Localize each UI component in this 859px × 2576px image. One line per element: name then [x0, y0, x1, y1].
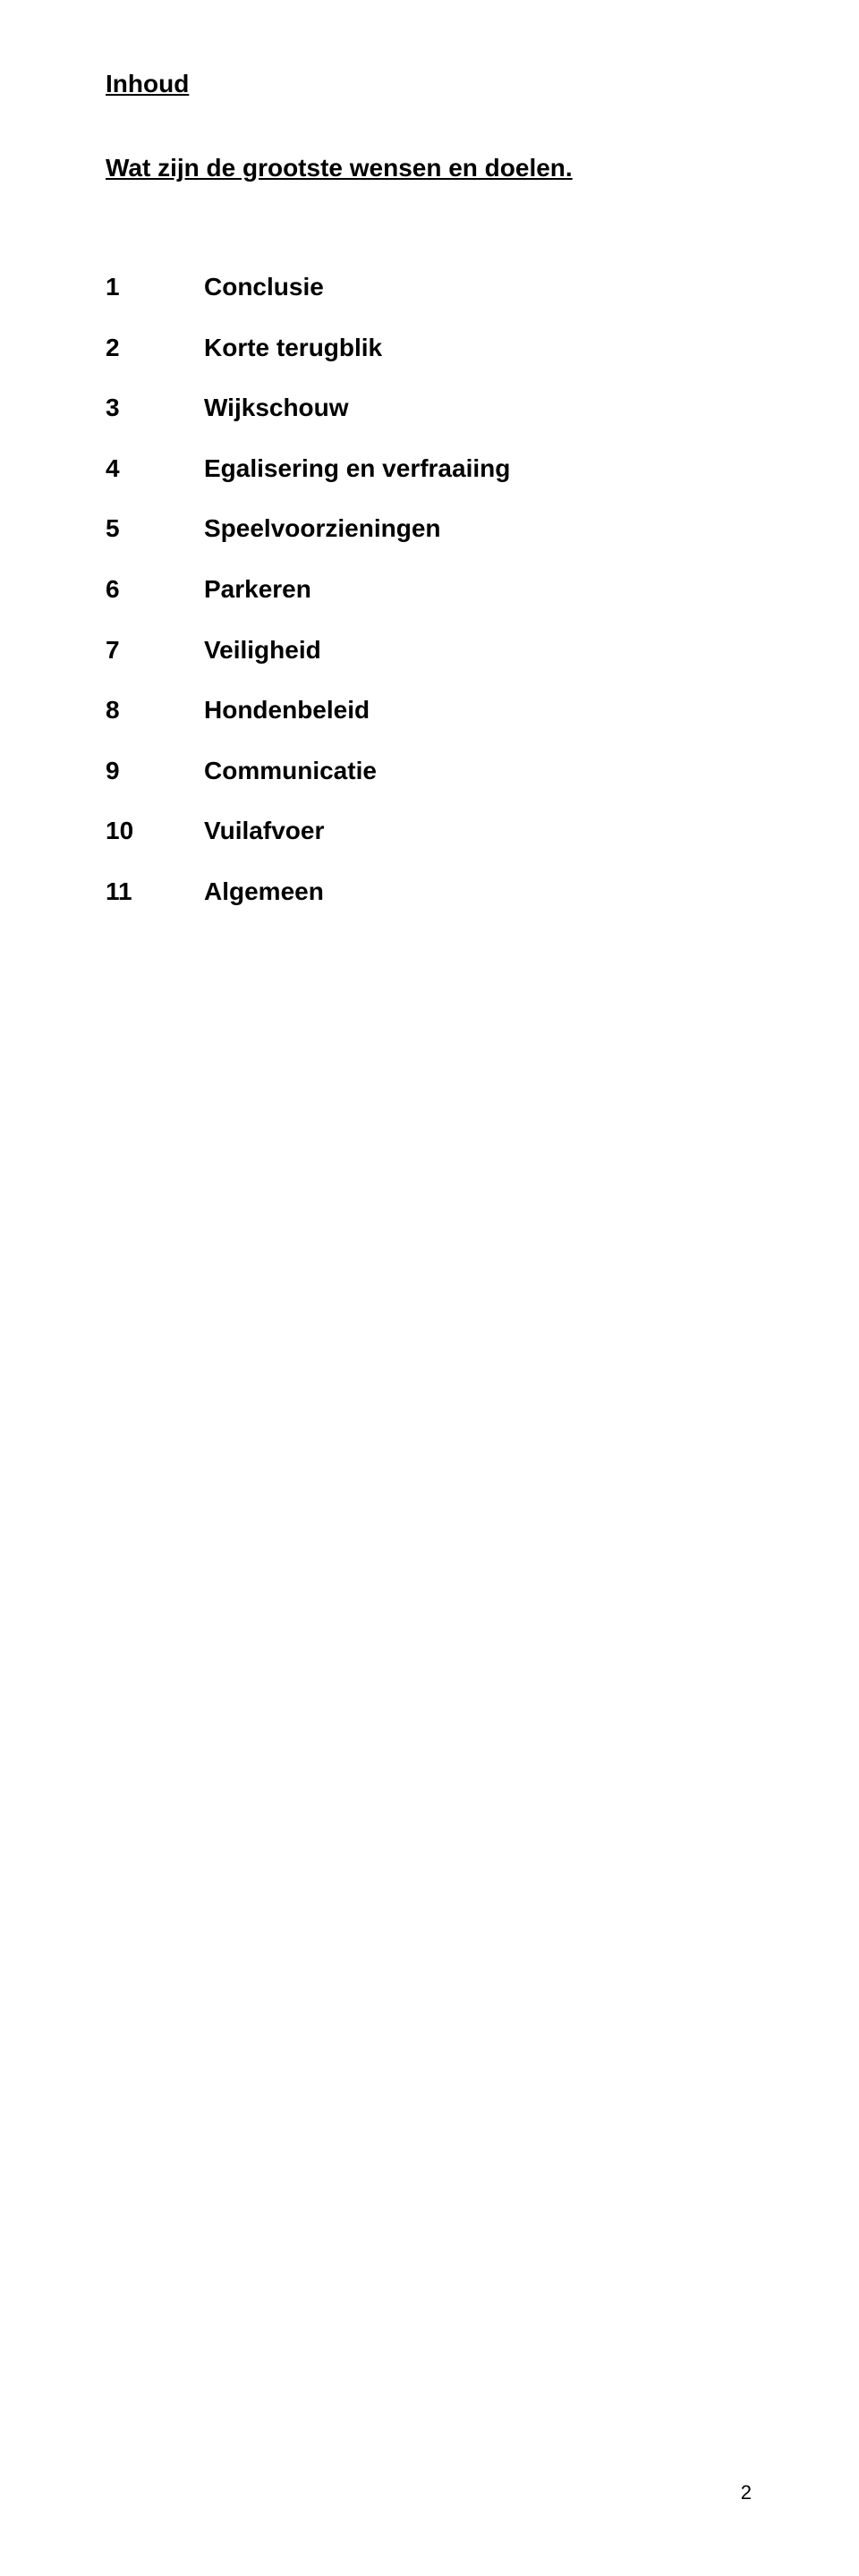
toc-item-label: Communicatie — [204, 756, 753, 786]
toc-item-number: 10 — [106, 816, 204, 846]
toc-item-label: Speelvoorzieningen — [204, 513, 753, 544]
toc-item-number: 8 — [106, 695, 204, 725]
toc-item-number: 9 — [106, 756, 204, 786]
toc-item: 8Hondenbeleid — [106, 695, 753, 725]
toc-item-label: Korte terugblik — [204, 333, 753, 363]
toc-item: 7Veiligheid — [106, 635, 753, 665]
toc-item: 6Parkeren — [106, 574, 753, 605]
toc-item-label: Hondenbeleid — [204, 695, 753, 725]
toc-item-number: 6 — [106, 574, 204, 605]
toc-item-label: Wijkschouw — [204, 393, 753, 423]
toc-item-label: Vuilafvoer — [204, 816, 753, 846]
page-subtitle: Wat zijn de grootste wensen en doelen. — [106, 154, 753, 182]
toc-item-label: Parkeren — [204, 574, 753, 605]
toc-item: 1Conclusie — [106, 272, 753, 302]
toc-list: 1Conclusie2Korte terugblik3Wijkschouw4Eg… — [106, 272, 753, 907]
toc-item: 9Communicatie — [106, 756, 753, 786]
toc-item: 11Algemeen — [106, 877, 753, 907]
toc-item: 3Wijkschouw — [106, 393, 753, 423]
document-page: Inhoud Wat zijn de grootste wensen en do… — [0, 0, 859, 907]
toc-item: 5Speelvoorzieningen — [106, 513, 753, 544]
toc-item: 4Egalisering en verfraaiing — [106, 453, 753, 484]
toc-item-label: Egalisering en verfraaiing — [204, 453, 753, 484]
toc-item: 2Korte terugblik — [106, 333, 753, 363]
toc-item-number: 1 — [106, 272, 204, 302]
toc-item-number: 3 — [106, 393, 204, 423]
toc-item: 10Vuilafvoer — [106, 816, 753, 846]
toc-item-number: 5 — [106, 513, 204, 544]
toc-item-number: 11 — [106, 877, 204, 907]
toc-item-number: 7 — [106, 635, 204, 665]
page-number: 2 — [741, 2481, 752, 2504]
toc-item-label: Conclusie — [204, 272, 753, 302]
toc-item-label: Algemeen — [204, 877, 753, 907]
page-title: Inhoud — [106, 70, 753, 98]
toc-item-number: 4 — [106, 453, 204, 484]
toc-item-number: 2 — [106, 333, 204, 363]
toc-item-label: Veiligheid — [204, 635, 753, 665]
